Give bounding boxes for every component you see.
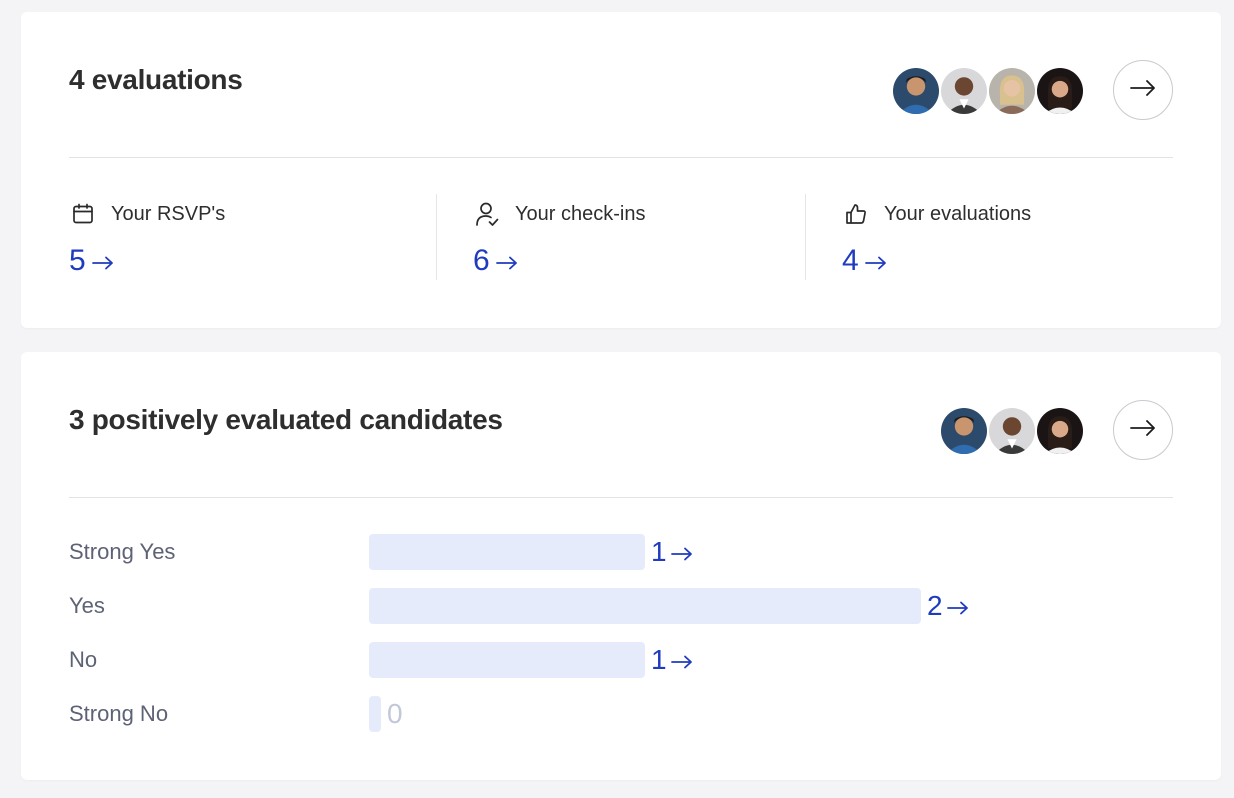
distribution-label: No [69, 647, 98, 672]
divider [69, 497, 1173, 498]
candidates-title: 3 positively evaluated candidates [69, 404, 503, 435]
stat-label: Your evaluations [884, 202, 1032, 225]
distribution-count: 1 [651, 644, 667, 675]
stat-separator [436, 194, 437, 280]
candidate-avatars[interactable] [939, 406, 1085, 456]
arrow-right-icon [670, 642, 693, 678]
user-check-icon [473, 200, 501, 228]
divider [69, 157, 1173, 158]
distribution-row-no: No 1 [69, 642, 1173, 678]
arrow-right-icon [1130, 419, 1156, 441]
evaluator-avatars[interactable] [891, 66, 1085, 116]
stat-separator [805, 194, 806, 280]
stat-evaluations: Your evaluations 4 [842, 194, 1173, 280]
distribution-count-link[interactable]: 2 [927, 588, 969, 624]
avatar [987, 66, 1037, 116]
stat-rsvps: Your RSVP's 5 [69, 194, 429, 280]
distribution-count-link[interactable]: 1 [651, 642, 693, 678]
arrow-right-icon [864, 244, 887, 278]
distribution-bar [369, 642, 645, 678]
distribution-bar [369, 588, 921, 624]
distribution-label: Yes [69, 593, 105, 618]
avatar [1035, 406, 1085, 456]
evaluations-card: 4 evaluations Your RSVP's 5 [21, 12, 1221, 328]
evaluations-title: 4 evaluations [69, 64, 243, 95]
distribution-row-yes: Yes 2 [69, 588, 1173, 624]
stat-checkins: Your check-ins 6 [473, 194, 813, 280]
thumbs-up-icon [842, 200, 870, 228]
distribution-count-link[interactable]: 1 [651, 534, 693, 570]
distribution-label: Strong Yes [69, 539, 176, 564]
calendar-icon [69, 200, 97, 228]
stat-value: 4 [842, 244, 859, 277]
avatar [939, 66, 989, 116]
view-candidates-button[interactable] [1113, 400, 1173, 460]
distribution-bar [369, 696, 381, 732]
distribution-bar [369, 534, 645, 570]
distribution-count-link: 0 [387, 696, 403, 732]
distribution-count: 2 [927, 590, 943, 621]
arrow-right-icon [670, 534, 693, 570]
avatar [891, 66, 941, 116]
arrow-right-icon [91, 244, 114, 278]
positive-candidates-card: 3 positively evaluated candidates Strong… [21, 352, 1221, 780]
arrow-right-icon [1130, 79, 1156, 101]
distribution-count: 0 [387, 698, 403, 729]
checkins-link[interactable]: 6 [473, 244, 813, 278]
arrow-right-icon [946, 588, 969, 624]
stat-value: 5 [69, 244, 86, 277]
distribution-label: Strong No [69, 701, 169, 726]
view-evaluations-button[interactable] [1113, 60, 1173, 120]
stat-value: 6 [473, 244, 490, 277]
distribution-count: 1 [651, 536, 667, 567]
stat-label: Your RSVP's [111, 202, 226, 225]
avatar [1035, 66, 1085, 116]
avatar [987, 406, 1037, 456]
avatar [939, 406, 989, 456]
arrow-right-icon [495, 244, 518, 278]
stat-label: Your check-ins [515, 202, 646, 225]
rsvps-link[interactable]: 5 [69, 244, 429, 278]
my-evaluations-link[interactable]: 4 [842, 244, 1173, 278]
distribution-row-strong-yes: Strong Yes 1 [69, 534, 1173, 570]
distribution-row-strong-no: Strong No 0 [69, 696, 1173, 732]
